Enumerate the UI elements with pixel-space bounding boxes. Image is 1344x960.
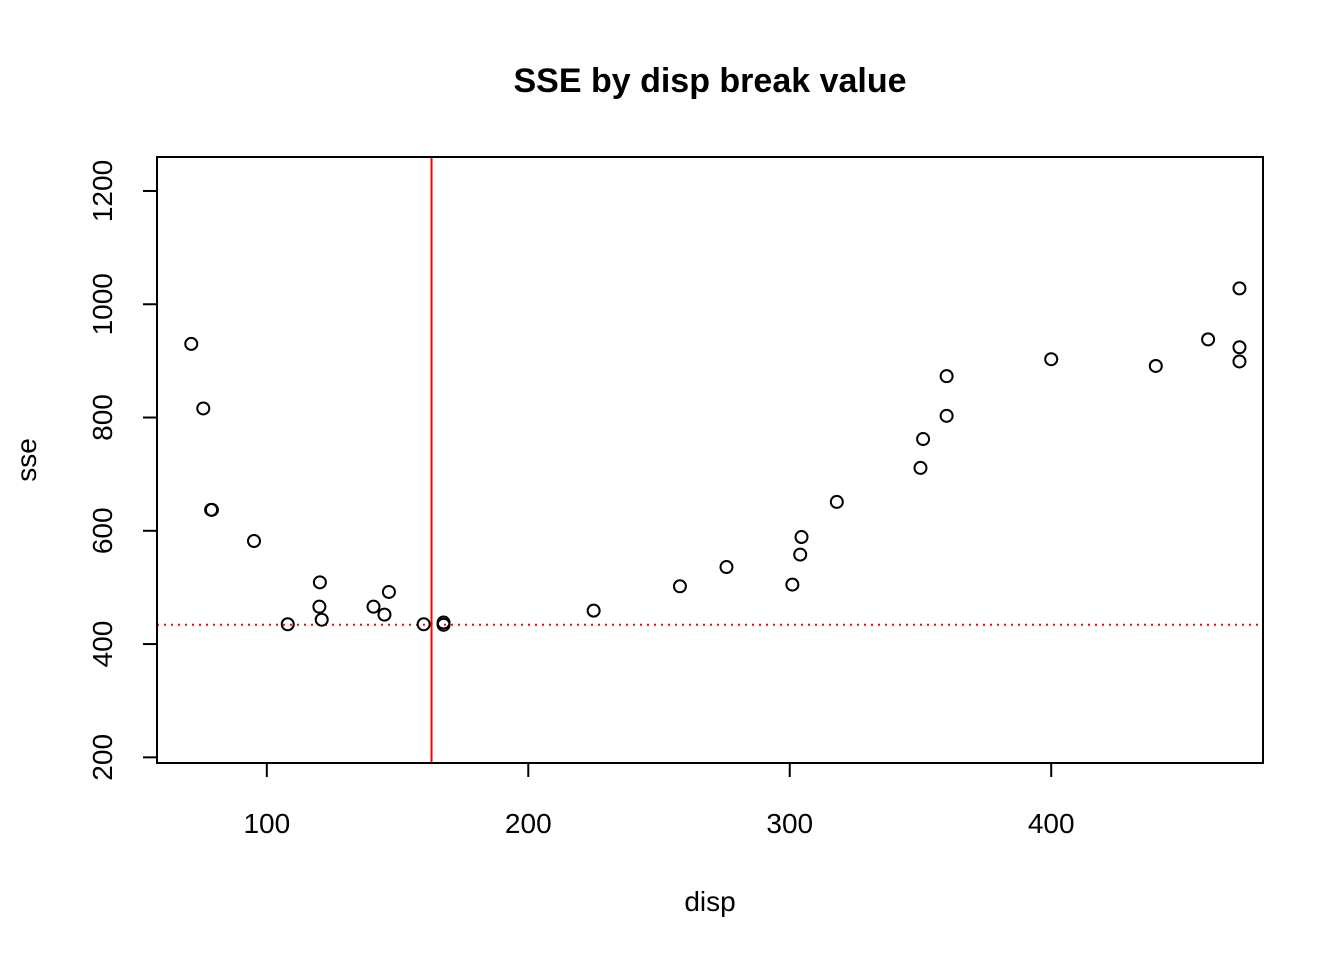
x-tick-label: 200: [505, 808, 552, 839]
data-point: [829, 494, 844, 509]
data-point: [280, 617, 295, 632]
x-axis-label: disp: [684, 886, 735, 917]
data-point: [672, 579, 687, 594]
data-point: [247, 533, 262, 548]
axes: 100 200 300 400 200 400 600 800 1000 1200: [87, 160, 1075, 839]
y-tick-label: 800: [87, 394, 118, 441]
chart-title: SSE by disp break value: [513, 62, 906, 100]
x-tick-label: 400: [1028, 808, 1075, 839]
data-point: [939, 408, 954, 423]
data-point: [312, 575, 327, 590]
data-point: [1232, 354, 1247, 369]
data-point: [939, 369, 954, 384]
data-point: [416, 617, 431, 632]
y-tick-label: 1000: [87, 273, 118, 335]
data-point: [204, 502, 219, 517]
data-point: [586, 603, 601, 618]
data-point: [1148, 358, 1163, 373]
data-point: [312, 599, 327, 614]
data-point: [793, 547, 808, 562]
y-tick-label: 1200: [87, 160, 118, 222]
data-point: [913, 460, 928, 475]
data-point: [1232, 340, 1247, 355]
data-point: [719, 560, 734, 575]
data-point: [1232, 281, 1247, 296]
data-point: [196, 401, 211, 416]
y-tick-label: 600: [87, 507, 118, 554]
x-tick-label: 100: [243, 808, 290, 839]
data-point: [184, 336, 199, 351]
y-axis-label: sse: [11, 438, 42, 482]
data-point: [916, 432, 931, 447]
plot-area: [157, 157, 1263, 763]
data-point: [1201, 332, 1216, 347]
data-point: [366, 599, 381, 614]
y-tick-label: 200: [87, 734, 118, 781]
y-tick-label: 400: [87, 621, 118, 668]
data-point: [785, 577, 800, 592]
data-point: [377, 607, 392, 622]
plot-frame: [156, 156, 1264, 764]
data-point: [436, 617, 451, 632]
data-point: [794, 530, 809, 545]
data-point: [314, 612, 329, 627]
data-point: [381, 584, 396, 599]
x-tick-label: 300: [766, 808, 813, 839]
data-point: [1044, 352, 1059, 367]
